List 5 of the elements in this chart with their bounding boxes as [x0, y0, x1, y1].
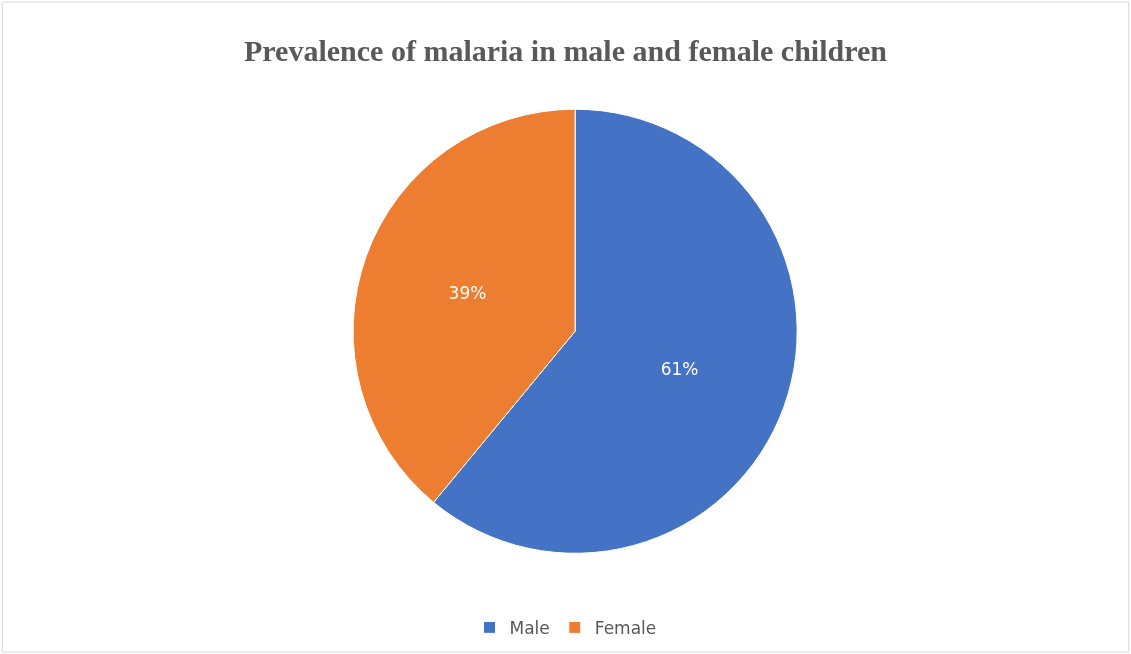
data-label: 61% — [660, 358, 699, 379]
legend-label: Female — [594, 618, 657, 639]
legend-label: Male — [509, 618, 550, 639]
chart-title: Prevalence of malaria in male and female children — [244, 33, 888, 67]
data-label: 39% — [448, 282, 487, 303]
